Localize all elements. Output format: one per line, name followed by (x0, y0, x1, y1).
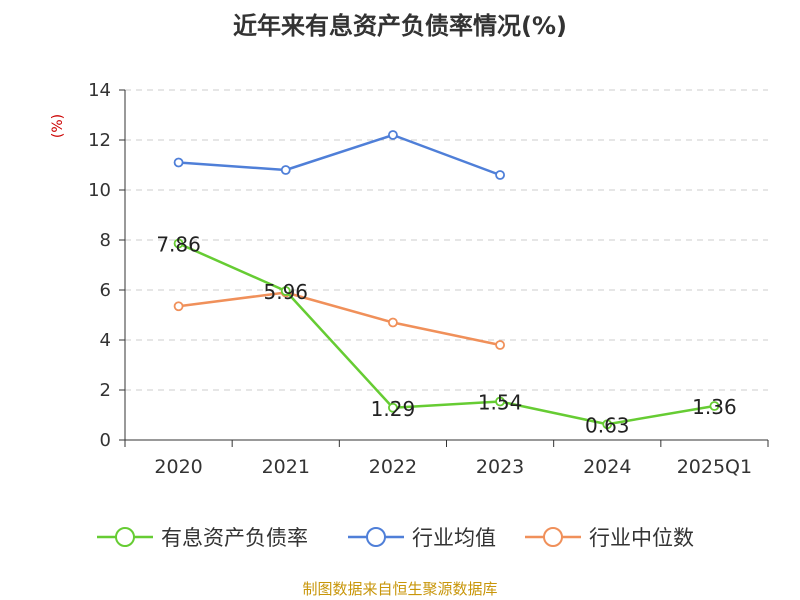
point-0-2025Q1 (709, 401, 720, 411)
legend-swatch-marker-2 (543, 527, 563, 547)
point-2-2022 (388, 317, 398, 328)
x-tick-label-2022: 2022 (369, 456, 417, 478)
y-tick-label-12: 12 (88, 130, 111, 151)
point-0-2023 (495, 396, 505, 407)
series-line-1 (178, 133, 501, 177)
legend-label-2: 行业中位数 (589, 526, 694, 550)
legend-item-1: 行业均值 (348, 526, 496, 550)
legend-label-1: 行业均值 (412, 526, 496, 550)
x-tick-label-2025Q1: 2025Q1 (677, 456, 752, 478)
data-label-2024: 0.63 (585, 413, 630, 437)
series-line-0 (178, 242, 715, 426)
point-0-2020 (173, 238, 184, 249)
x-tick-label-2020: 2020 (154, 456, 202, 478)
point-0-2022 (388, 402, 398, 413)
y-tick-label-6: 6 (100, 280, 111, 301)
data-label-2020: 7.86 (156, 233, 201, 257)
gridlines (125, 89, 768, 391)
series-lines (173, 130, 720, 430)
point-2-2023 (495, 340, 505, 350)
data-label-2021: 5.96 (263, 280, 308, 304)
series-line-2 (178, 291, 501, 347)
point-2-2020 (173, 301, 184, 312)
y-tick-label-4: 4 (100, 330, 111, 351)
data-label-2022: 1.29 (371, 397, 416, 421)
legend-swatch-marker-0 (115, 527, 135, 547)
y-tick-label-14: 14 (88, 80, 111, 101)
x-tick-label-2023: 2023 (476, 456, 524, 478)
point-1-2021 (280, 165, 291, 175)
point-0-2021 (280, 286, 291, 296)
legend-item-2: 行业中位数 (525, 526, 694, 550)
point-1-2023 (495, 170, 505, 180)
legend-label-0: 有息资产负债率 (161, 526, 308, 550)
data-label-2025Q1: 1.36 (692, 395, 737, 419)
legend-swatch-marker-1 (366, 527, 386, 547)
data-source-note: 制图数据来自恒生聚源数据库 (302, 580, 497, 598)
y-tick-label-0: 0 (100, 430, 111, 451)
point-1-2022 (388, 130, 398, 140)
y-tick-label-8: 8 (100, 230, 111, 251)
data-label-2023: 1.54 (478, 391, 523, 415)
x-tick-label-2024: 2024 (583, 456, 631, 478)
chart-title: 近年来有息资产负债率情况(%) (233, 12, 567, 40)
axes: 0 2 4 6 8 10 12 14 2020 2021 2022 2023 2024 2025Q1 (88, 80, 769, 478)
x-tick-label-2021: 2021 (262, 456, 310, 478)
data-labels: 7.86 5.96 1.29 1.54 0.63 1.36 (156, 233, 736, 438)
y-tick-label-10: 10 (88, 180, 111, 201)
point-0-2024 (602, 419, 613, 430)
y-axis-label: (%) (50, 114, 66, 138)
point-1-2020 (173, 157, 184, 168)
legend-item-0: 有息资产负债率 (97, 526, 308, 550)
y-tick-label-2: 2 (100, 380, 111, 401)
legend: 有息资产负债率 行业均值 行业中位数 (97, 526, 694, 550)
